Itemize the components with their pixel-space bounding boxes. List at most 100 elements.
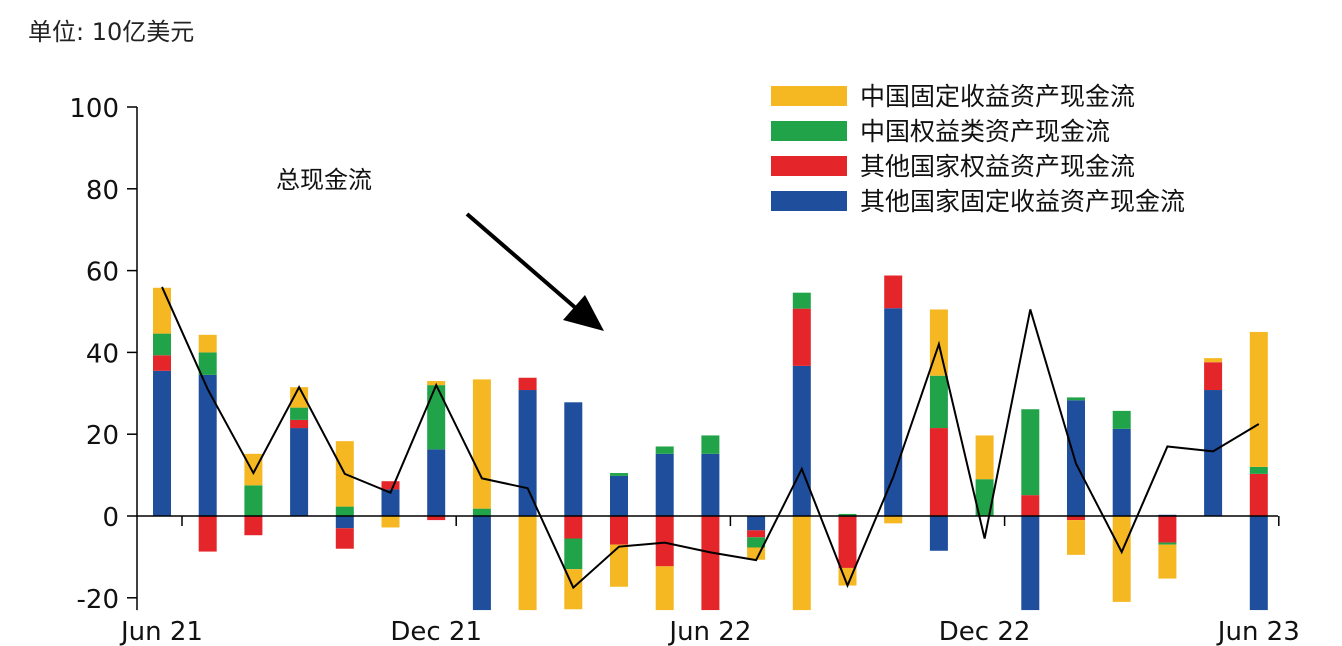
bar-segment bbox=[747, 530, 766, 538]
bar-segment bbox=[1021, 516, 1040, 611]
bar-segment bbox=[929, 375, 948, 429]
bar-segment bbox=[290, 407, 309, 420]
bar-segment bbox=[1249, 473, 1268, 516]
bar-segment bbox=[655, 516, 674, 567]
bar-segment bbox=[1158, 544, 1177, 579]
bar-segment bbox=[1021, 495, 1040, 516]
bar-segment bbox=[655, 566, 674, 611]
bar-segment bbox=[1204, 390, 1223, 516]
bar-segment bbox=[198, 352, 217, 375]
legend-swatch bbox=[771, 156, 847, 176]
y-tick-label: 100 bbox=[69, 94, 119, 124]
bar-segment bbox=[1158, 542, 1177, 545]
legend-label: 中国固定收益资产现金流 bbox=[860, 82, 1135, 111]
bar-segment bbox=[290, 387, 309, 408]
bar-segment bbox=[701, 435, 720, 454]
bar-segment bbox=[518, 516, 537, 611]
bar-segment bbox=[884, 516, 903, 524]
bar-segment bbox=[610, 516, 628, 545]
legend-swatch bbox=[771, 121, 847, 141]
bar-segment bbox=[1249, 516, 1268, 611]
bar-segment bbox=[747, 537, 766, 548]
bar-segment bbox=[1067, 516, 1085, 521]
y-tick-label: 0 bbox=[102, 503, 119, 533]
legend-label: 其他国家固定收益资产现金流 bbox=[860, 187, 1185, 216]
bar-segment bbox=[1249, 466, 1268, 474]
bar-segment bbox=[335, 516, 354, 529]
bar-segment bbox=[610, 473, 628, 476]
bar-segment bbox=[198, 516, 217, 552]
total-flow-line bbox=[161, 286, 1260, 590]
bar-segment bbox=[929, 428, 948, 516]
bar-segment bbox=[884, 308, 903, 516]
bar-segment bbox=[335, 528, 354, 549]
bar-segment bbox=[153, 370, 171, 516]
bar-segment bbox=[472, 508, 491, 516]
bar-segment bbox=[198, 374, 217, 516]
y-tick-label: 20 bbox=[86, 421, 119, 451]
bar-segment bbox=[1021, 409, 1040, 496]
bar-segment bbox=[564, 402, 583, 516]
legend-label: 其他国家权益资产现金流 bbox=[860, 152, 1135, 181]
bar-segment bbox=[381, 489, 400, 516]
bar-segment bbox=[518, 390, 537, 516]
bar-segment bbox=[427, 516, 446, 521]
bar-segment bbox=[472, 379, 491, 509]
bar-segment bbox=[244, 485, 263, 516]
bar-segment bbox=[838, 513, 857, 516]
bar-segment bbox=[518, 377, 537, 391]
bar-segment bbox=[975, 479, 994, 516]
bar-segment bbox=[701, 516, 720, 611]
bar-segment bbox=[1204, 358, 1223, 363]
bar-segment bbox=[792, 365, 811, 516]
bar-segment bbox=[1249, 331, 1268, 467]
x-tick-label: Dec 21 bbox=[390, 617, 482, 646]
bar-segment bbox=[564, 516, 583, 539]
bar-segment bbox=[472, 516, 491, 611]
annotation-label: 总现金流 bbox=[276, 166, 372, 194]
bar-segment bbox=[564, 538, 583, 570]
bar-segment bbox=[381, 481, 400, 490]
bar-segment bbox=[701, 453, 720, 516]
bar-segment bbox=[975, 435, 994, 480]
bar-segment bbox=[1067, 397, 1085, 401]
x-tick-label: Jun 22 bbox=[667, 617, 751, 646]
bar-segment bbox=[792, 516, 811, 611]
bar-segment bbox=[1112, 410, 1131, 429]
bar-segment bbox=[335, 506, 354, 516]
bar-segment bbox=[884, 275, 903, 309]
bar-segment bbox=[792, 308, 811, 366]
bar-segment bbox=[381, 516, 400, 528]
unit-label: 单位: 10亿美元 bbox=[28, 18, 195, 46]
x-tick-label: Jun 23 bbox=[1216, 617, 1300, 646]
y-tick-label: -20 bbox=[77, 585, 119, 615]
y-tick-label: 60 bbox=[86, 258, 119, 288]
bar-segment bbox=[153, 287, 171, 334]
annotation-arrow-shaft bbox=[465, 212, 580, 312]
legend-swatch bbox=[771, 86, 847, 106]
bar-segment bbox=[290, 419, 309, 429]
bar-segment bbox=[1158, 516, 1177, 543]
y-tick-label: 40 bbox=[86, 339, 119, 369]
bar-segment bbox=[1112, 516, 1131, 602]
bar-segment bbox=[1067, 400, 1085, 516]
bar-segment bbox=[610, 544, 628, 587]
bar-segment bbox=[1204, 362, 1223, 391]
bar-segment bbox=[655, 446, 674, 454]
bar-segment bbox=[1067, 520, 1085, 555]
annotation-arrow-head bbox=[563, 295, 604, 331]
x-tick-label: Jun 21 bbox=[119, 617, 203, 646]
bar-segment bbox=[427, 449, 446, 516]
bar-segment bbox=[610, 475, 628, 516]
bar-segment bbox=[792, 292, 811, 309]
bar-segment bbox=[929, 516, 948, 551]
bar-segment bbox=[290, 428, 309, 516]
bar-segment bbox=[747, 516, 766, 531]
bar-segment bbox=[153, 333, 171, 356]
legend-swatch bbox=[771, 191, 847, 211]
bar-segment bbox=[427, 385, 446, 450]
bar-segment bbox=[838, 516, 857, 568]
bar-segment bbox=[244, 516, 263, 536]
bar-segment bbox=[244, 453, 263, 486]
